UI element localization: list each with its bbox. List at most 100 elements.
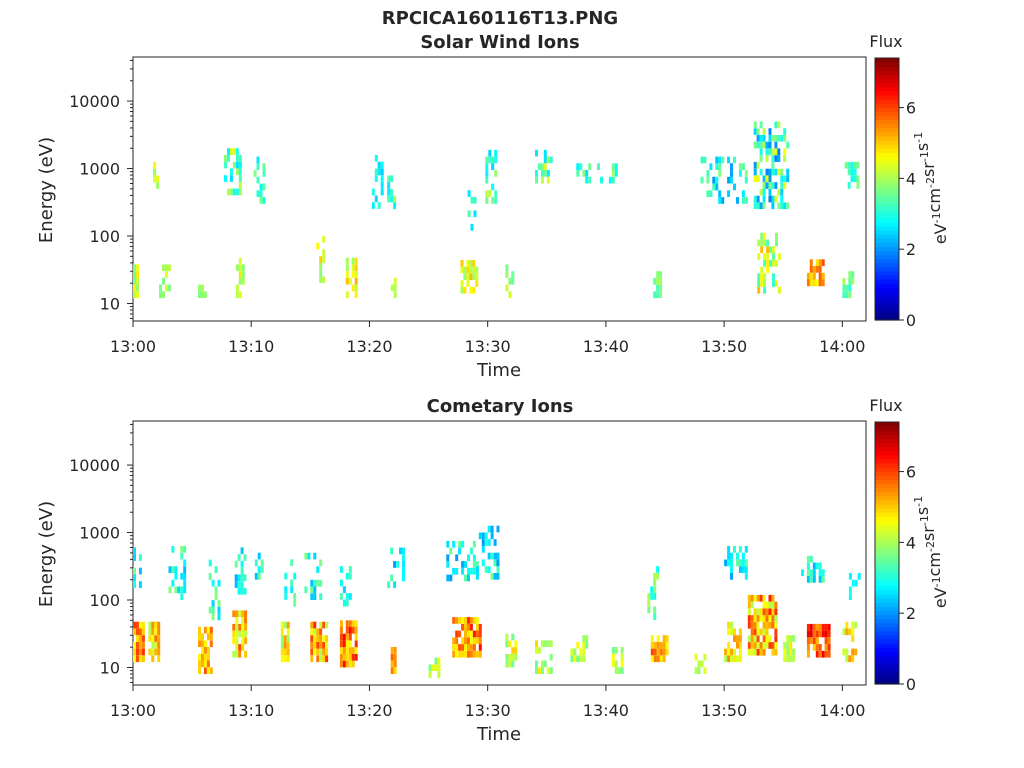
heatmap-cell (821, 279, 825, 287)
heatmap-cell (853, 175, 857, 183)
colorbar-segment (875, 127, 899, 133)
heatmap-cell (753, 648, 757, 656)
heatmap-cell (201, 291, 204, 299)
heatmap-cell (620, 660, 624, 668)
x-axis: 13:00 13:10 13:20 13:30 13:40 13:50 14:00 (110, 685, 865, 720)
heatmap-cell (322, 641, 326, 649)
heatmap-cell (653, 606, 657, 614)
heatmap-cell (354, 633, 358, 641)
heatmap-cell (493, 573, 497, 580)
heatmap-cell (322, 648, 326, 656)
x-tick-label: 13:30 (465, 337, 511, 356)
heatmap-cell (765, 148, 769, 156)
heatmap-cells (133, 525, 861, 678)
heatmap-cell (235, 630, 239, 638)
heatmap-cell (694, 667, 698, 674)
heatmap-cell (211, 579, 215, 587)
colorbar-segment (875, 430, 899, 435)
colorbar-segment (875, 74, 899, 80)
colorbar-segment (875, 524, 899, 530)
heatmap-cell (351, 271, 355, 278)
heatmap-cell (656, 572, 660, 580)
heatmap-cell (485, 163, 489, 170)
heatmap-cell (753, 168, 757, 176)
heatmap-cell (151, 648, 155, 656)
heatmap-cell (765, 155, 769, 162)
heatmap-cell (458, 617, 462, 624)
heatmap-cell (665, 648, 669, 656)
heatmap-cell (455, 650, 459, 658)
heatmap-cell (771, 601, 775, 609)
heatmap-cell (232, 610, 236, 618)
heatmap-cell (235, 188, 239, 196)
colorbar-segment (875, 98, 899, 104)
heatmap-cell (198, 291, 201, 299)
heatmap-cell (812, 637, 816, 645)
heatmap-cell (821, 576, 825, 583)
heatmap-cell (537, 163, 541, 170)
heatmap-cell (183, 546, 187, 553)
heatmap-cell (345, 620, 349, 627)
heatmap-cell (656, 655, 660, 663)
colorbar-segment (875, 246, 899, 251)
heatmap-cell (505, 640, 509, 648)
heatmap-cell (319, 641, 323, 649)
heatmap-cell (766, 253, 770, 260)
heatmap-cell (393, 653, 397, 661)
colorbar-segment (875, 438, 899, 444)
heatmap-cell (238, 623, 242, 631)
heatmap-cell (133, 581, 136, 588)
heatmap-cell (772, 280, 775, 287)
heatmap-cell (138, 635, 142, 642)
heatmap-cell (206, 667, 210, 674)
colorbar-segment (875, 520, 899, 525)
heatmap-cell (478, 637, 482, 645)
heatmap-cell (762, 594, 766, 602)
heatmap-cell (241, 637, 245, 645)
heatmap-cell (851, 635, 855, 642)
heatmap-cell (750, 642, 754, 649)
heatmap-cell (851, 277, 855, 285)
heatmap-cell (809, 637, 813, 645)
heatmap-cell (325, 655, 329, 663)
heatmap-cell (762, 175, 766, 183)
heatmap-cell (511, 660, 515, 668)
heatmap-cell (806, 555, 810, 563)
colorbar-segment (875, 283, 899, 288)
heatmap-cell (472, 259, 476, 267)
heatmap-cell (718, 156, 722, 164)
heatmap-cell (342, 599, 346, 607)
heatmap-cell (208, 606, 212, 614)
heatmap-cell (487, 566, 491, 573)
colorbar-segment (875, 66, 899, 71)
heatmap-cell (765, 601, 769, 609)
heatmap-cell (777, 134, 781, 142)
heatmap-cell (768, 642, 772, 649)
heatmap-cell (235, 650, 239, 658)
heatmap-cell (402, 554, 405, 562)
heatmap-cell (141, 655, 145, 663)
heatmap-cell (789, 635, 793, 642)
heatmap-cell (171, 546, 175, 553)
heatmap-cell (780, 188, 784, 196)
heatmap-cell (316, 242, 320, 250)
heatmap-cell (198, 660, 201, 668)
heatmap-cell (774, 121, 778, 129)
heatmap-cell (229, 188, 233, 196)
heatmap-cell (475, 273, 479, 281)
heatmap-cell (508, 640, 512, 648)
heatmap-cell (138, 554, 142, 561)
heatmap-cell (203, 626, 207, 634)
heatmap-cell (162, 291, 165, 299)
heatmap-cell (744, 546, 748, 553)
heatmap-cell (656, 648, 660, 656)
heatmap-cell (853, 168, 857, 176)
heatmap-cell (455, 567, 459, 575)
heatmap-cell (611, 170, 615, 177)
heatmap-cell (763, 239, 767, 247)
heatmap-cell (257, 566, 261, 573)
heatmap-cell (393, 195, 397, 203)
unit-exponent: -2 (924, 541, 937, 552)
heatmap-cell (772, 246, 775, 254)
heatmap-cell (762, 182, 766, 189)
